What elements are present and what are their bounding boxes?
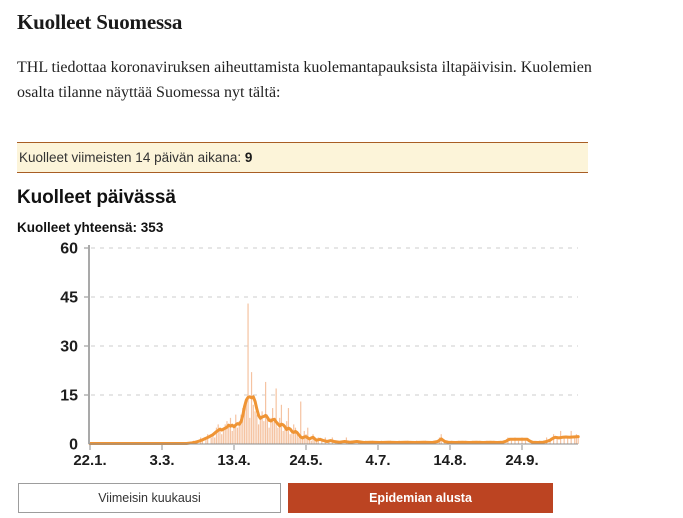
deaths-total-label: Kuolleet yhteensä: [17, 219, 138, 235]
stat-banner-value: 9 [244, 149, 253, 165]
epidemic-start-button[interactable]: Epidemian alusta [288, 482, 553, 513]
axes [88, 244, 578, 450]
deaths-total: Kuolleet yhteensä: 353 [17, 220, 666, 235]
last-month-button[interactable]: Viimeisin kuukausi [18, 482, 281, 513]
y-tick-label: 45 [60, 289, 78, 306]
stat-banner: Kuolleet viimeisten 14 päivän aikana: 9 [17, 141, 588, 173]
y-tick-label: 15 [60, 387, 78, 404]
x-tick-label: 13.4. [217, 452, 250, 469]
deaths-chart-svg: 0 15 30 45 60 22.1. 3.3. 13.4. 24.5. 4.7. 14.8. 24.… [60, 241, 580, 469]
average-line-series [88, 394, 580, 445]
intro-line-2: osalta tilanne näyttää Suomessa nyt tält… [17, 83, 281, 101]
chart-range-toggle: Viimeisin kuukausi Epidemian alusta [18, 482, 666, 513]
x-tick-label: 22.1. [73, 452, 106, 469]
deaths-chart: 0 15 30 45 60 22.1. 3.3. 13.4. 24.5. 4.7. 14.8. 24.… [0, 241, 666, 475]
x-tick-label: 24.5. [289, 452, 322, 469]
daily-bars-series [193, 303, 579, 444]
article-title: Kuolleet Suomessa [17, 10, 183, 34]
chart-section-title: Kuolleet päivässä [17, 186, 176, 208]
intro-line-1: THL tiedottaa koronaviruksen aiheuttamis… [17, 59, 592, 76]
stat-banner-label: Kuolleet viimeisten 14 päivän aikana: [19, 149, 242, 165]
x-tick-label: 4.7. [365, 452, 390, 469]
y-tick-label: 60 [60, 241, 78, 258]
y-tick-label: 0 [69, 436, 78, 453]
axis-labels: 0 15 30 45 60 22.1. 3.3. 13.4. 24.5. 4.7. 14.8. 24.… [60, 241, 538, 469]
x-tick-label: 24.9. [505, 452, 538, 469]
gridlines [84, 247, 578, 396]
intro-paragraph: THL tiedottaa koronaviruksen aiheuttamis… [17, 56, 666, 106]
x-tick-label: 14.8. [433, 452, 466, 469]
deaths-total-value: 353 [140, 219, 164, 235]
x-tick-label: 3.3. [149, 452, 174, 469]
y-tick-label: 30 [60, 338, 78, 355]
